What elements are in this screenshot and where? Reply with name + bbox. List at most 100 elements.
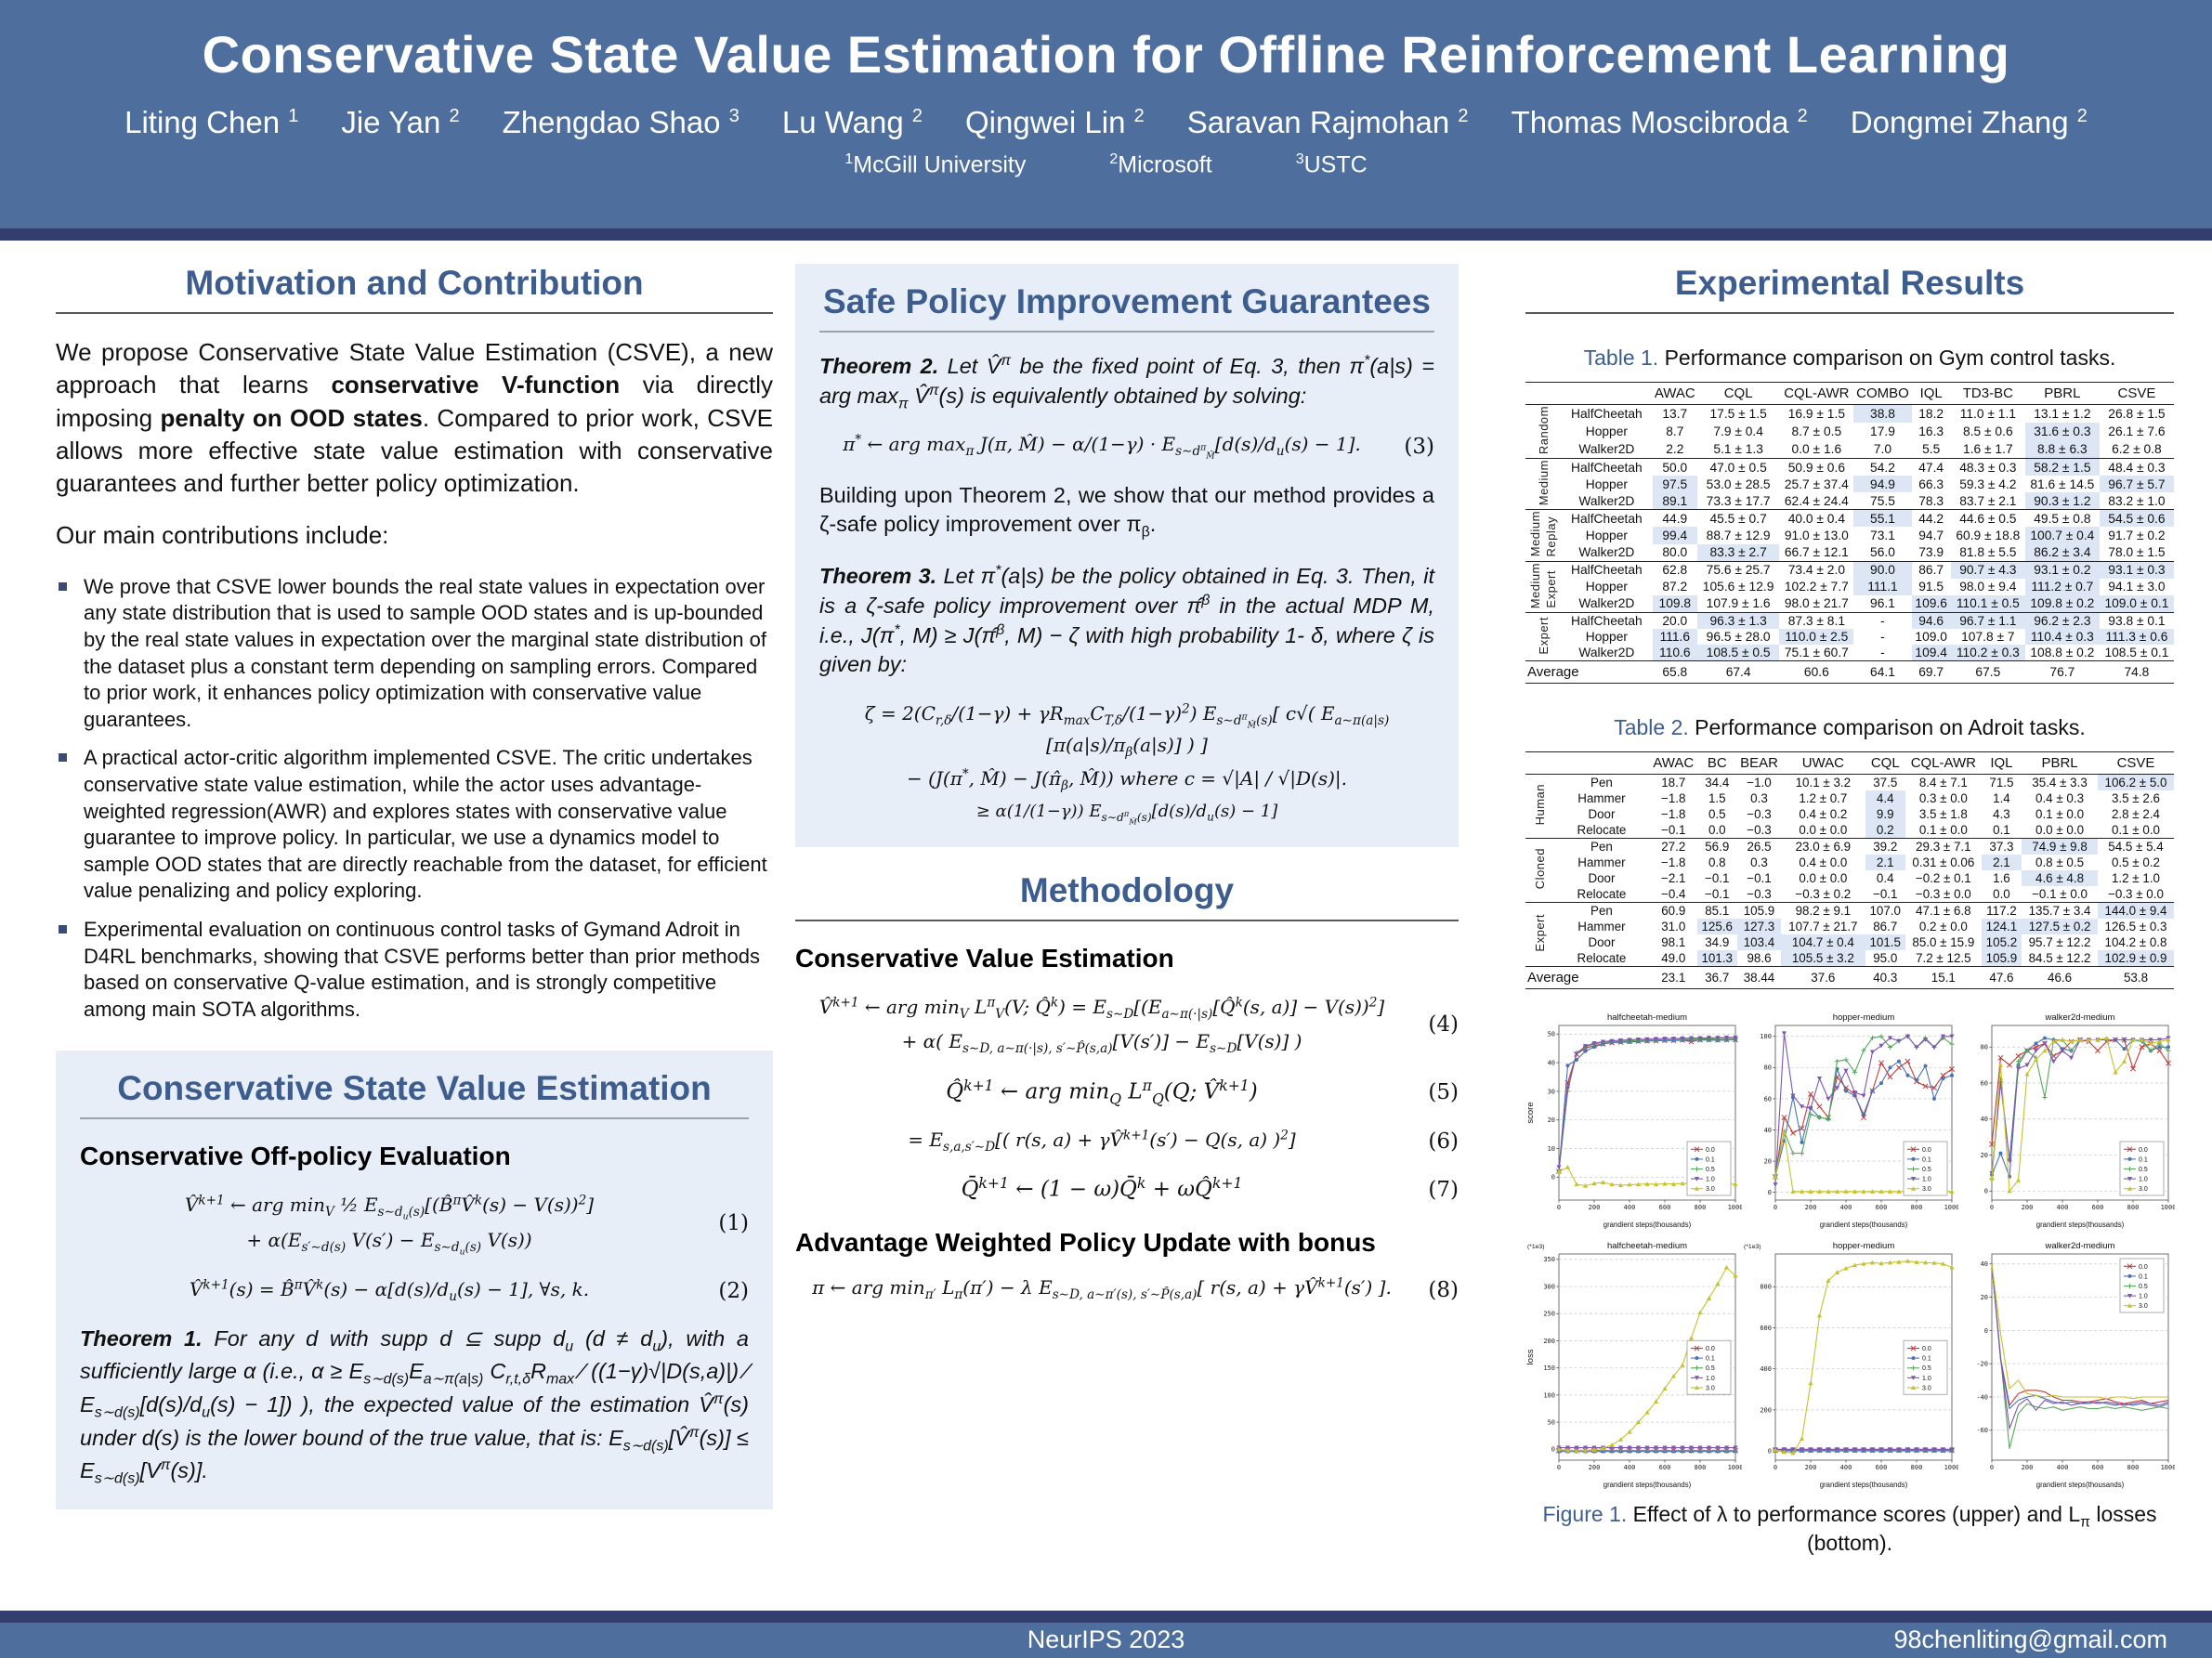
task-label: Hammer — [1577, 919, 1626, 933]
table-cell: 83.2 ± 1.0 — [2108, 493, 2166, 508]
table-cell: 98.1 — [1661, 934, 1686, 949]
table-cell: 49.5 ± 0.8 — [2024, 509, 2100, 528]
equation-line: − (J(π*, M̂) − J(π̂β, M̂)) where c = √|A… — [906, 766, 1347, 794]
title-rule — [56, 312, 773, 314]
table-cell: 23.1 — [1649, 965, 1697, 989]
table-cell: 0.1 — [1993, 822, 2010, 837]
svg-text:score: score — [1525, 1102, 1536, 1123]
table-cell: 20.0 — [1652, 611, 1697, 629]
column-header: IQL — [1981, 751, 2022, 775]
svg-text:grandient steps(thousands): grandient steps(thousands) — [2036, 1221, 2125, 1229]
svg-text:100: 100 — [1543, 1391, 1555, 1399]
svg-text:halfcheetah-medium: halfcheetah-medium — [1607, 1012, 1687, 1023]
table-cell: 39.2 — [1865, 837, 1905, 855]
table-cell: 0.3 — [1750, 790, 1768, 805]
equation-number: (3) — [1404, 434, 1434, 459]
table-cell: 102.9 ± 0.9 — [2097, 949, 2174, 967]
subhead-awr-bonus: Advantage Weighted Policy Update with bo… — [795, 1228, 1376, 1258]
table-cell: 80.0 — [1662, 545, 1688, 560]
table-cell: 105.9 — [1736, 901, 1782, 919]
table-row: Medium HalfCheetah 50.0 47.0 ± 0.5 50.9 ± 0.… — [1525, 458, 2174, 510]
svg-text:50: 50 — [1548, 1418, 1555, 1426]
table-cell: 106.2 ± 5.0 — [2097, 773, 2174, 790]
equation-number: (5) — [1428, 1080, 1459, 1105]
section-title-methodology: Methodology — [1019, 871, 1235, 910]
table-cell: −1.0 — [1736, 773, 1782, 790]
table-cell: 90.7 ± 4.3 — [1950, 560, 2025, 579]
table-cell: 0.1 ± 0.0 — [1918, 822, 1968, 837]
group-label: Medium Replay — [1525, 509, 1561, 562]
table-cell: −1.8 — [1661, 790, 1686, 805]
table-cell: 94.6 — [1911, 611, 1951, 629]
table-cell: 44.9 — [1652, 509, 1697, 528]
table-row: Hammer −1.8 1.5 0.3 1.2 ± 0.7 4.4 0.3 ± 0.0 1.4… — [1525, 790, 2174, 806]
table-cell: 109.6 — [1911, 594, 1951, 613]
table-cell: −0.3 ± 0.0 — [2108, 886, 2164, 901]
svg-text:400: 400 — [1624, 1464, 1636, 1471]
table-cell: 1.2 ± 1.0 — [2111, 870, 2160, 885]
table-cell: 50.0 — [1652, 458, 1697, 477]
svg-text:hopper-medium: hopper-medium — [1833, 1012, 1895, 1023]
svg-text:0: 0 — [1768, 1189, 1772, 1196]
table-cell: 93.8 ± 0.1 — [2099, 611, 2174, 629]
svg-text:200: 200 — [1543, 1338, 1555, 1345]
table-cell: 37.5 — [1865, 773, 1905, 790]
svg-text:800: 800 — [1760, 1284, 1772, 1291]
table-cell: 55.1 — [1853, 509, 1912, 528]
svg-text:10: 10 — [1548, 1145, 1555, 1153]
table-cell: 111.3 ± 0.6 — [2099, 628, 2174, 645]
task-label: Walker2D — [1578, 645, 1635, 659]
table-cell: 13.1 ± 1.2 — [2024, 404, 2100, 424]
svg-text:400: 400 — [1760, 1365, 1772, 1373]
equation-line: ≥ α(1∕(1−γ)) Es∼dπM̂(s)[d(s)∕du(s) − 1] — [975, 802, 1278, 827]
table-cell: 104.2 ± 0.8 — [2104, 934, 2167, 949]
task-label: Walker2D — [1578, 493, 1635, 508]
svg-text:400: 400 — [1624, 1204, 1636, 1211]
svg-text:40: 40 — [1981, 1116, 1988, 1123]
list-item: Experimental evaluation on continuous co… — [56, 917, 773, 1023]
svg-text:0.1: 0.1 — [1922, 1356, 1931, 1363]
table-cell: 31.6 ± 0.3 — [2024, 423, 2100, 441]
table-cell: 16.9 ± 1.5 — [1779, 404, 1854, 424]
legend: 0.0 0.1 0.5 1.0 3.0 — [1686, 1141, 1732, 1196]
list-item-text: We prove that CSVE lower bounds the real… — [84, 574, 766, 731]
column-motivation: Motivation and Contribution We propose C… — [56, 240, 773, 1510]
table-cell: 95.7 ± 12.2 — [2028, 934, 2091, 949]
table-cell: 40.0 ± 0.4 — [1779, 509, 1854, 528]
table-cell: 90.0 — [1853, 560, 1912, 579]
table-cell: 5.5 — [1922, 442, 1941, 457]
svg-text:3.0: 3.0 — [1922, 1385, 1931, 1391]
svg-text:0.1: 0.1 — [1706, 1156, 1715, 1163]
bullet-icon — [59, 581, 67, 591]
table-cell: 44.2 — [1911, 509, 1951, 528]
table-cell: 101.3 — [1696, 949, 1737, 967]
svg-text:1000: 1000 — [1944, 1204, 1958, 1211]
column-header: CQL — [1865, 751, 1905, 775]
table-cell: 3.5 ± 1.8 — [1918, 806, 1968, 821]
equation-number: (2) — [718, 1278, 749, 1303]
table-cell: 127.5 ± 0.2 — [2022, 918, 2098, 934]
table-row: Door −1.8 0.5 −0.3 0.4 ± 0.2 9.9 3.5 ± 1.8 4.3 0… — [1525, 805, 2174, 822]
svg-text:50: 50 — [1548, 1031, 1555, 1038]
svg-text:60: 60 — [1981, 1079, 1988, 1087]
theorem-1: Theorem 1. For any d with supp d ⊆ supp … — [80, 1326, 750, 1488]
svg-text:0.5: 0.5 — [1922, 1167, 1931, 1173]
svg-text:0.5: 0.5 — [2139, 1167, 2148, 1173]
table-cell: 0.4 ± 0.2 — [1799, 806, 1848, 821]
table-row: Random HalfCheetah 13.7 17.5 ± 1.5 16.9 ± 1.… — [1525, 403, 2174, 459]
table-cell: 124.1 — [1981, 918, 2022, 934]
footer-divider — [0, 1611, 2212, 1623]
column-header: PBRL — [2024, 382, 2100, 405]
svg-text:grandient steps(thousands): grandient steps(thousands) — [1820, 1221, 1908, 1229]
task-label: HalfCheetah — [1561, 404, 1653, 424]
column-header: TD3-BC — [1950, 382, 2025, 405]
table-cell: 47.1 ± 6.8 — [1904, 901, 1982, 919]
table-cell: 40.3 — [1865, 965, 1905, 989]
svg-text:1000: 1000 — [1728, 1464, 1742, 1471]
table-cell: 0.5 ± 0.2 — [2111, 855, 2160, 869]
legend: 0.0 0.1 0.5 1.0 3.0 — [1903, 1339, 1948, 1395]
equation-line: + α( Es∼D, a∼π(·|s), s′∼P̂(s,a)[V(s′)] −… — [901, 1029, 1302, 1056]
svg-text:grandient steps(thousands): grandient steps(thousands) — [1603, 1221, 1692, 1229]
svg-text:0: 0 — [1984, 1327, 1988, 1335]
equation-line: ζ = 2(Cr,δ∕(1−γ) + γRmaxCT,δ∕(1−γ)2) Es∼… — [864, 700, 1390, 760]
